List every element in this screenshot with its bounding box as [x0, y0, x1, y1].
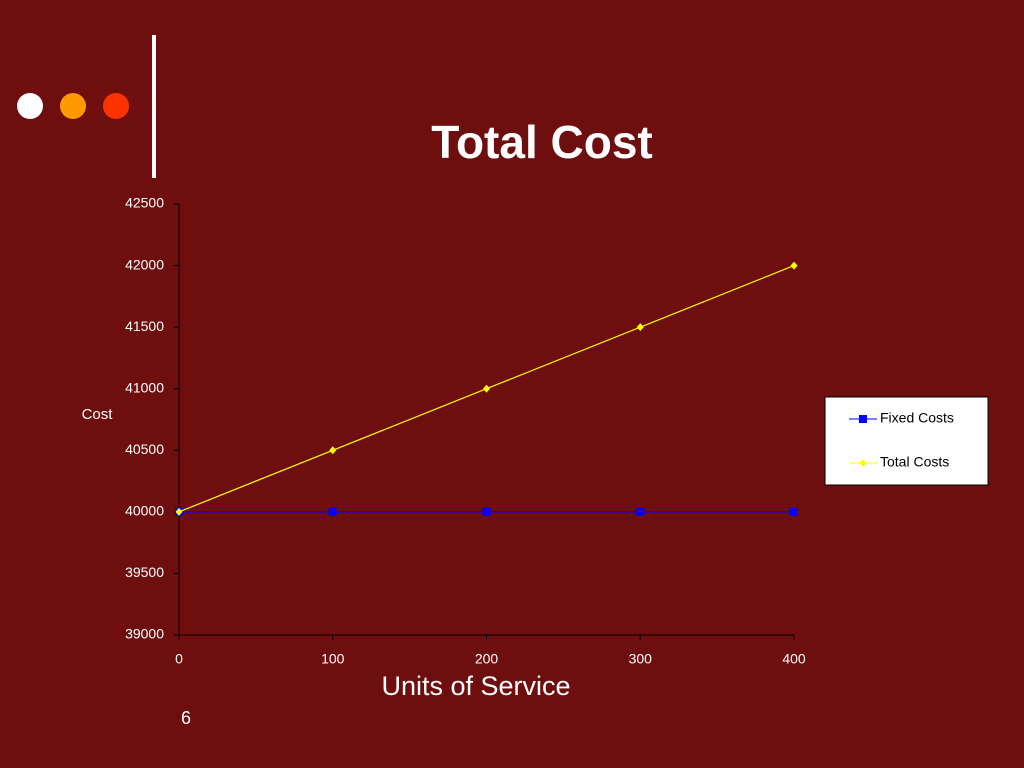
x-tick-label: 400 — [782, 651, 806, 667]
point — [790, 507, 798, 516]
y-tick-label: 42500 — [125, 195, 164, 211]
y-tick-label: 39000 — [125, 626, 164, 642]
x-tick-label: 0 — [175, 651, 183, 667]
point — [483, 384, 490, 393]
legend-label: Fixed Costs — [880, 410, 954, 426]
point — [328, 507, 337, 516]
point — [790, 261, 798, 270]
chart-title: Total Cost — [431, 116, 652, 168]
legend-marker — [859, 415, 867, 423]
point — [482, 507, 491, 516]
y-axis-label: Cost — [82, 406, 114, 423]
y-tick-label: 42000 — [125, 256, 164, 272]
x-axis-label: Units of Service — [381, 671, 570, 701]
decor-dot — [103, 93, 129, 119]
point — [329, 446, 337, 455]
y-tick-label: 40500 — [125, 441, 164, 457]
point — [175, 507, 183, 516]
slide-number: 6 — [181, 708, 191, 728]
y-tick-label: 40000 — [125, 503, 164, 519]
decor-dot — [17, 93, 43, 119]
decor-dot — [60, 93, 86, 119]
legend-label: Total Costs — [880, 454, 949, 470]
point — [636, 507, 645, 516]
y-tick-label: 39500 — [125, 564, 164, 580]
x-tick-label: 100 — [321, 651, 345, 667]
x-tick-label: 200 — [475, 651, 499, 667]
y-tick-label: 41500 — [125, 318, 164, 334]
legend-box — [824, 396, 989, 486]
legend-marker — [859, 459, 867, 467]
x-tick-label: 300 — [629, 651, 653, 667]
point — [636, 323, 644, 332]
y-tick-label: 41000 — [125, 379, 164, 395]
